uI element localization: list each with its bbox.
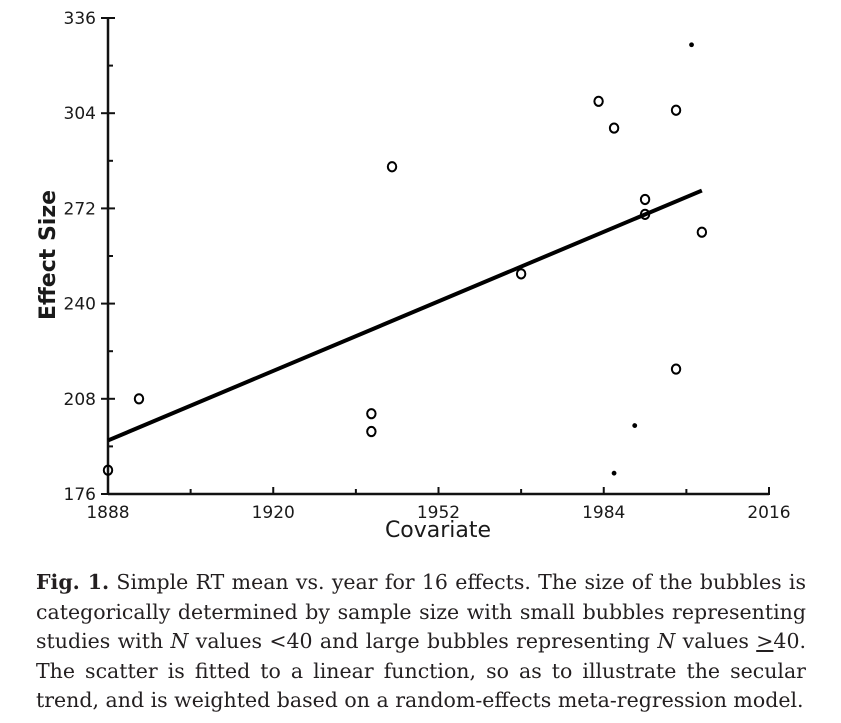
caption-n-2: N — [657, 629, 676, 654]
data-point-large — [366, 425, 377, 438]
caption-text-2: values <40 and large bubbles representin… — [188, 629, 658, 654]
data-point-large — [102, 464, 114, 476]
data-point-large — [593, 95, 604, 107]
y-tick-label: 176 — [64, 485, 96, 505]
caption-text-3: values — [675, 629, 757, 654]
x-tick-label: 1984 — [582, 503, 625, 523]
caption-text-4: 40. The scatter is fitted to a linear fu… — [36, 629, 807, 713]
data-point-large — [670, 104, 682, 116]
fit-line-group — [107, 188, 703, 443]
data-point-large — [608, 122, 620, 134]
y-tick-label: 272 — [64, 199, 96, 219]
data-point-large — [515, 268, 527, 280]
data-point-small — [632, 423, 638, 428]
data-point-large — [639, 193, 651, 206]
x-tick-label: 2016 — [747, 503, 790, 523]
x-tick-label: 1888 — [86, 503, 129, 523]
figure-caption: Fig. 1. Simple RT mean vs. year for 16 e… — [36, 568, 806, 716]
caption-text-1: Simple RT mean vs. year for 16 effects. … — [36, 570, 806, 654]
caption-label: Fig. 1. — [36, 570, 110, 594]
data-point-large — [366, 408, 377, 420]
x-tick-label: 1920 — [252, 503, 295, 523]
data-point-large — [386, 161, 398, 173]
scatter-chart: 176 208 240 272 304 336 1888 1920 1952 1984 2016 C… — [36, 9, 791, 543]
caption-geq-symbol: > — [756, 629, 774, 654]
data-point-large — [696, 226, 708, 238]
data-point-large — [670, 363, 682, 375]
data-point-large — [133, 393, 145, 405]
data-point-small — [689, 42, 694, 48]
data-point-small — [611, 470, 617, 476]
y-axis-title: Effect Size — [36, 190, 61, 320]
x-axis-title: Covariate — [385, 518, 491, 543]
data-points — [102, 42, 708, 476]
caption-n-1: N — [170, 629, 189, 654]
fit-line — [107, 188, 703, 443]
y-tick-label: 208 — [64, 390, 96, 410]
chart-axes: 176 208 240 272 304 336 1888 1920 1952 1984 2016 — [64, 9, 791, 523]
y-tick-label: 240 — [64, 295, 96, 315]
y-tick-label: 304 — [64, 104, 96, 124]
x-tick-label: 1952 — [417, 503, 460, 523]
y-tick-label: 336 — [64, 9, 96, 29]
data-point-large — [639, 208, 651, 220]
